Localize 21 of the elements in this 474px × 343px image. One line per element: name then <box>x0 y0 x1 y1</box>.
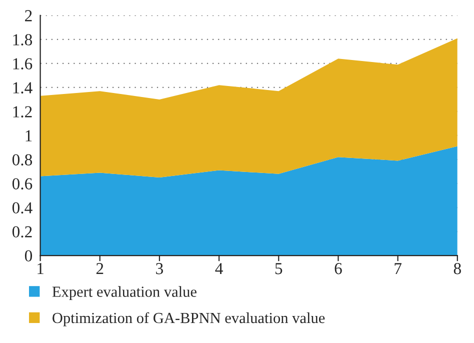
x-tick-label: 3 <box>156 263 163 274</box>
x-tick-label: 5 <box>275 263 282 274</box>
x-tick-label: 7 <box>394 263 402 274</box>
y-tick-label: 0.2 <box>12 226 32 238</box>
x-tick-label: 2 <box>96 263 104 274</box>
y-tick-label: 0.8 <box>12 154 32 166</box>
x-tick-label: 6 <box>334 263 342 274</box>
y-tick-label: 0.6 <box>12 178 32 190</box>
y-tick-label: 0 <box>24 250 32 262</box>
x-tick-label: 1 <box>38 263 44 274</box>
x-tick-label: 4 <box>215 263 223 274</box>
legend-label: Optimization of GA-BPNN evaluation value <box>52 312 325 326</box>
y-tick-label: 1.6 <box>13 58 32 70</box>
legend-label: Expert evaluation value <box>52 286 196 300</box>
y-tick-label: 1 <box>26 130 32 142</box>
y-tick-label: 0.4 <box>12 202 32 214</box>
y-tick-label: 2 <box>25 10 32 22</box>
y-tick-label: 1.2 <box>13 106 32 118</box>
x-tick-label: 8 <box>454 262 461 274</box>
y-tick-label: 1.8 <box>13 34 32 46</box>
y-tick-label: 1.4 <box>13 82 32 94</box>
